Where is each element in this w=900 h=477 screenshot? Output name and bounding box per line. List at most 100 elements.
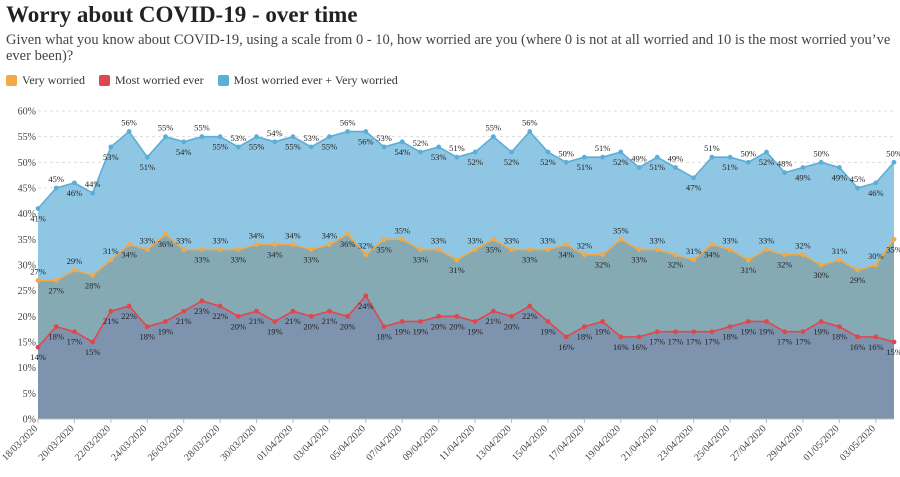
data-label: 18% xyxy=(376,332,392,342)
data-label: 55% xyxy=(194,123,210,133)
data-label: 20% xyxy=(340,321,356,331)
data-point xyxy=(126,303,132,309)
data-point xyxy=(454,313,460,319)
x-tick-label: 01/05/2020 xyxy=(801,423,841,463)
data-label: 21% xyxy=(103,316,119,326)
y-tick-label: 35% xyxy=(18,235,36,246)
data-point xyxy=(363,129,369,134)
data-label: 31% xyxy=(741,265,757,275)
x-tick-label: 27/04/2020 xyxy=(729,423,769,463)
data-point xyxy=(873,334,879,340)
data-point xyxy=(53,324,59,329)
legend-item-very-worried[interactable]: Very worried xyxy=(6,73,85,88)
data-point xyxy=(782,170,788,176)
data-label: 44% xyxy=(85,179,101,189)
data-point xyxy=(72,329,77,335)
legend-item-combined[interactable]: Most worried ever + Very worried xyxy=(217,73,398,88)
data-label: 19% xyxy=(267,326,283,336)
data-label: 34% xyxy=(558,249,574,259)
data-point xyxy=(436,247,442,253)
data-point xyxy=(272,242,278,247)
data-label: 35% xyxy=(376,244,392,254)
legend-label-very-worried: Very worried xyxy=(22,73,85,87)
data-label: 55% xyxy=(322,142,338,152)
data-point xyxy=(673,252,678,258)
data-label: 35% xyxy=(886,244,900,254)
data-point xyxy=(290,242,296,247)
data-point xyxy=(673,165,678,170)
data-point xyxy=(490,308,496,314)
data-label: 35% xyxy=(394,225,410,235)
data-label: 33% xyxy=(467,236,483,246)
legend-item-most-worried-ever[interactable]: Most worried ever xyxy=(98,73,204,88)
data-label: 48% xyxy=(777,159,793,169)
data-label: 54% xyxy=(267,128,283,138)
data-label: 55% xyxy=(486,123,502,133)
data-point xyxy=(399,139,405,145)
data-point xyxy=(181,247,187,253)
data-point xyxy=(855,334,860,340)
data-point xyxy=(472,247,478,253)
data-label: 34% xyxy=(267,249,283,259)
data-label: 27% xyxy=(30,266,46,276)
data-label: 14% xyxy=(30,352,46,362)
data-label: 24% xyxy=(358,301,374,311)
data-point xyxy=(181,139,187,145)
data-label: 46% xyxy=(67,188,83,198)
data-label: 19% xyxy=(540,326,556,336)
data-label: 33% xyxy=(231,255,247,265)
data-point xyxy=(254,242,259,247)
data-point xyxy=(691,257,697,263)
data-point xyxy=(217,247,223,253)
data-label: 50% xyxy=(741,148,757,158)
data-point xyxy=(418,247,423,253)
x-tick-label: 22/03/2020 xyxy=(73,423,113,463)
data-point xyxy=(891,236,897,242)
data-label: 34% xyxy=(704,249,720,259)
data-label: 32% xyxy=(577,241,593,251)
data-label: 51% xyxy=(139,162,155,172)
data-point xyxy=(436,144,442,150)
x-tick-label: 30/03/2020 xyxy=(219,423,259,463)
data-label: 21% xyxy=(285,316,301,326)
data-point xyxy=(108,308,114,314)
data-label: 16% xyxy=(613,342,629,352)
data-label: 21% xyxy=(176,316,192,326)
y-tick-label: 50% xyxy=(18,158,36,169)
data-point xyxy=(545,247,551,253)
data-label: 34% xyxy=(121,249,137,259)
data-labels: 41%45%46%44%53%56%51%55%54%55%55%53%55%5… xyxy=(30,118,900,363)
data-point xyxy=(873,180,879,186)
data-label: 27% xyxy=(48,285,64,295)
data-point xyxy=(381,144,387,150)
data-label: 33% xyxy=(176,236,192,246)
data-label: 54% xyxy=(394,147,410,157)
data-label: 19% xyxy=(595,326,611,336)
data-label: 50% xyxy=(813,148,829,158)
data-point xyxy=(600,154,605,160)
y-tick-label: 55% xyxy=(18,132,36,143)
data-point xyxy=(654,247,660,253)
data-label: 17% xyxy=(67,337,83,347)
data-label: 35% xyxy=(486,244,502,254)
data-label: 52% xyxy=(467,157,483,167)
data-label: 31% xyxy=(449,265,465,275)
data-label: 23% xyxy=(194,306,210,316)
data-label: 21% xyxy=(249,316,265,326)
legend: Very worried Most worried ever Most worr… xyxy=(6,73,398,88)
data-label: 55% xyxy=(212,142,228,152)
data-label: 56% xyxy=(121,118,137,128)
data-point xyxy=(563,242,569,247)
data-label: 55% xyxy=(158,123,174,133)
x-tick-label: 07/04/2020 xyxy=(364,423,404,463)
data-point xyxy=(527,303,533,309)
data-label: 17% xyxy=(777,337,793,347)
data-point xyxy=(745,257,751,263)
data-label: 34% xyxy=(285,230,301,240)
data-point xyxy=(217,303,223,309)
data-label: 19% xyxy=(413,326,429,336)
data-point xyxy=(345,231,351,237)
x-tick-label: 20/03/2020 xyxy=(37,423,77,463)
data-point xyxy=(399,319,405,324)
data-point xyxy=(345,313,351,319)
